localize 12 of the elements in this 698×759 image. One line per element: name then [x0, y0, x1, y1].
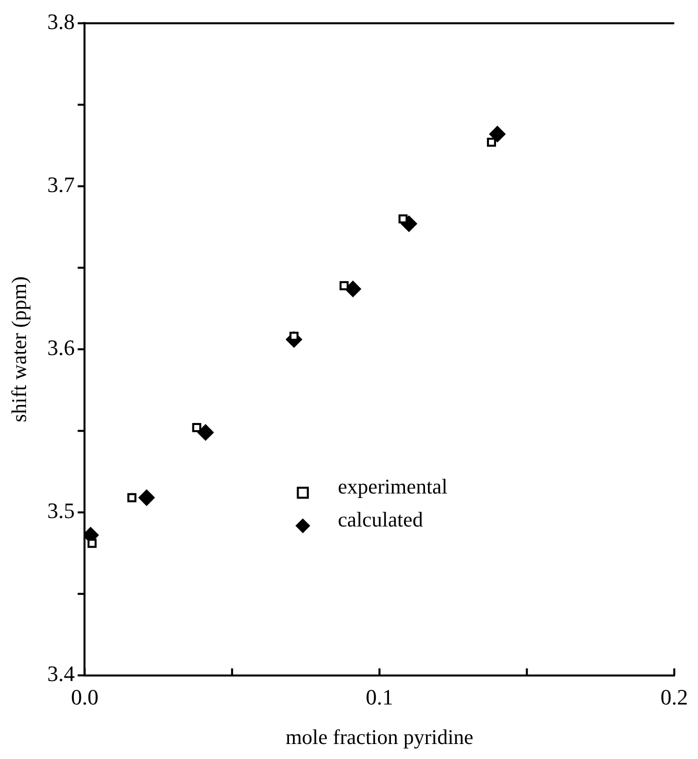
x-tick-label: 0.1 — [366, 684, 394, 710]
y-tick-label: 3.7 — [47, 172, 75, 198]
y-axis-title: shift water (ppm) — [7, 276, 32, 422]
y-tick-label: 3.6 — [47, 335, 75, 360]
y-tick-label: 3.5 — [47, 498, 75, 524]
x-axis-title: mole fraction pyridine — [286, 724, 474, 749]
x-tick-label: 0.0 — [70, 684, 98, 710]
x-tick-label: 0.2 — [660, 684, 688, 710]
y-tick-label: 3.8 — [47, 8, 75, 34]
legend-label: experimental — [338, 474, 448, 498]
legend-label: calculated — [338, 507, 424, 532]
y-tick-label: 3.4 — [47, 661, 75, 686]
